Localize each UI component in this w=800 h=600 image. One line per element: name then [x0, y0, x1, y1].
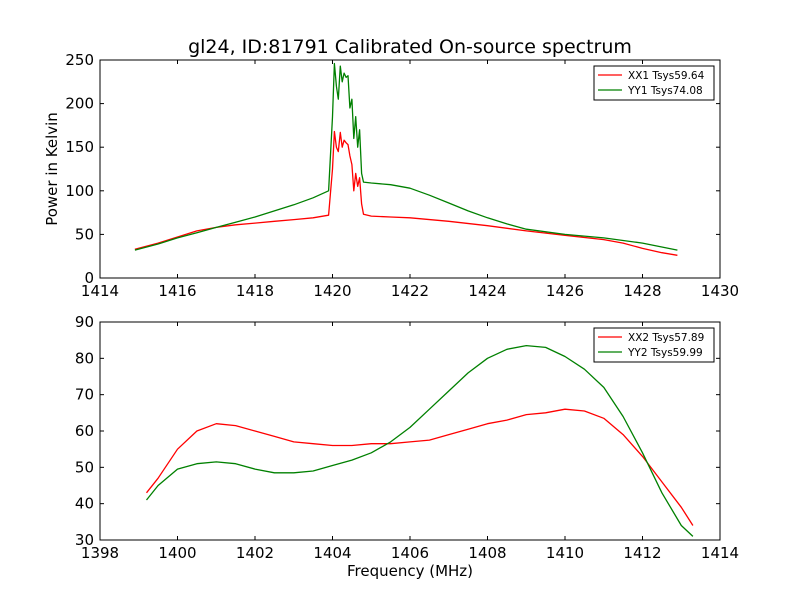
y-tick-label: 200 — [65, 95, 94, 113]
legend-label: YY1 Tsys74.08 — [627, 85, 703, 97]
x-tick-label: 1400 — [158, 544, 196, 562]
legend-box — [593, 327, 715, 363]
x-tick-label: 1406 — [391, 544, 429, 562]
series-line-xx2 — [145, 408, 694, 526]
y-tick-label: 250 — [65, 51, 94, 69]
x-tick-label: 1418 — [236, 282, 274, 300]
y-tick-label: 30 — [75, 531, 94, 549]
x-tick-label: 1414 — [81, 282, 119, 300]
x-tick-label: 1404 — [313, 544, 351, 562]
x-tick-label: 1420 — [313, 282, 351, 300]
x-tick-label: 1402 — [236, 544, 274, 562]
x-tick-label: 1398 — [81, 544, 119, 562]
y-tick-label: 60 — [75, 422, 94, 440]
y-tick-label: 70 — [75, 386, 94, 404]
legend-box — [593, 65, 715, 101]
y-tick-label: 150 — [65, 138, 94, 156]
y-tick-label: 40 — [75, 495, 94, 513]
y-tick-label: 0 — [84, 269, 94, 287]
x-tick-label: 1410 — [546, 544, 584, 562]
y-tick-label: 80 — [75, 349, 94, 367]
legend-label: XX2 Tsys57.89 — [628, 332, 704, 344]
y-tick-label: 50 — [75, 458, 94, 476]
x-tick-label: 1414 — [701, 544, 739, 562]
y-axis-title: Power in Kelvin — [43, 112, 61, 226]
x-tick-label: 1424 — [468, 282, 506, 300]
y-tick-label: 50 — [75, 225, 94, 243]
x-tick-label: 1412 — [623, 544, 661, 562]
legend-label: YY2 Tsys59.99 — [627, 347, 703, 359]
x-tick-label: 1416 — [158, 282, 196, 300]
x-tick-label: 1426 — [546, 282, 584, 300]
x-tick-label: 1422 — [391, 282, 429, 300]
top-panel: 1414 1416 1418 1420 1422 1424 1426 1428 1430 0 50 1… — [65, 51, 739, 300]
series-line-yy2 — [145, 344, 694, 537]
y-tick-label: 90 — [75, 313, 94, 331]
x-axis-title: Frequency (MHz) — [347, 562, 473, 580]
y-tick-label: 100 — [65, 182, 94, 200]
figure-title: gl24, ID:81791 Calibrated On-source spec… — [188, 36, 632, 58]
series-line-xx1 — [134, 130, 678, 256]
x-tick-label: 1430 — [701, 282, 739, 300]
x-tick-label: 1408 — [468, 544, 506, 562]
legend-label: XX1 Tsys59.64 — [628, 70, 705, 82]
series-line-yy1 — [134, 62, 678, 251]
x-tick-label: 1428 — [623, 282, 661, 300]
bottom-panel: 1398 1400 1402 1404 1406 1408 1410 1412 1414 30 40… — [75, 313, 739, 562]
